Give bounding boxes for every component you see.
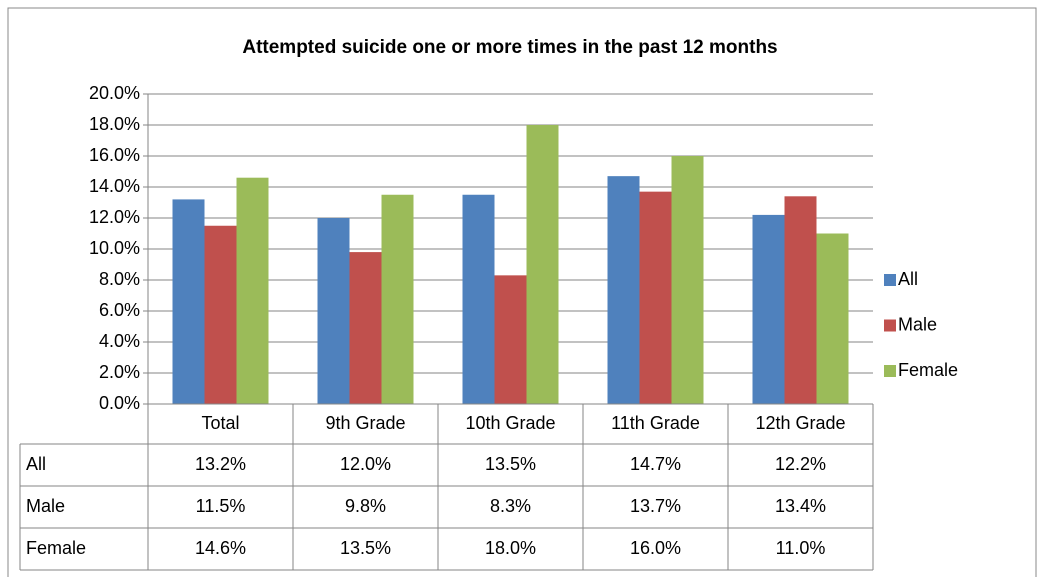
table-cell: 12.2% xyxy=(775,454,826,474)
bar xyxy=(349,252,382,404)
y-tick-label: 14.0% xyxy=(89,176,140,196)
y-tick-label: 16.0% xyxy=(89,145,140,165)
legend-swatch xyxy=(884,319,896,332)
table-row-label: Female xyxy=(26,538,86,558)
y-tick-label: 10.0% xyxy=(89,238,140,258)
table-cell: 14.6% xyxy=(195,538,246,558)
y-tick-label: 12.0% xyxy=(89,207,140,227)
bar xyxy=(526,125,559,404)
table-cell: 18.0% xyxy=(485,538,536,558)
legend-label: Male xyxy=(898,314,937,334)
table-row-label: All xyxy=(26,454,46,474)
legend-label: Female xyxy=(898,360,958,380)
table-cell: 11.5% xyxy=(196,496,246,516)
bar xyxy=(494,275,527,404)
table-cell: 13.5% xyxy=(485,454,536,474)
x-tick-label: 11th Grade xyxy=(611,413,700,433)
legend-label: All xyxy=(898,269,918,289)
bar xyxy=(204,225,237,404)
x-tick-label: 9th Grade xyxy=(325,413,405,433)
x-tick-label: 10th Grade xyxy=(465,413,555,433)
table-cell: 13.4% xyxy=(775,496,826,516)
table-row-label: Male xyxy=(26,496,65,516)
table-cell: 9.8% xyxy=(345,496,386,516)
x-tick-label: Total xyxy=(201,413,239,433)
y-tick-label: 20.0% xyxy=(89,83,140,103)
y-tick-label: 0.0% xyxy=(99,393,140,413)
table-cell: 8.3% xyxy=(490,496,531,516)
y-tick-label: 4.0% xyxy=(99,331,140,351)
bar xyxy=(607,176,640,404)
bar xyxy=(784,196,817,404)
y-tick-label: 2.0% xyxy=(99,362,140,382)
bar xyxy=(462,194,495,404)
chart-title: Attempted suicide one or more times in t… xyxy=(242,37,777,58)
bar xyxy=(236,177,269,404)
y-tick-label: 18.0% xyxy=(89,114,140,134)
table-cell: 14.7% xyxy=(630,454,681,474)
table-cell: 13.7% xyxy=(630,496,681,516)
y-tick-label: 6.0% xyxy=(99,300,140,320)
bar xyxy=(381,194,414,404)
bar xyxy=(317,218,350,404)
x-tick-label: 12th Grade xyxy=(755,413,845,433)
bar xyxy=(639,191,672,404)
table-cell: 11.0% xyxy=(776,538,826,558)
legend-swatch xyxy=(884,365,896,377)
bar xyxy=(816,233,849,404)
chart-border xyxy=(7,7,1037,577)
bar xyxy=(172,199,205,404)
table-cell: 12.0% xyxy=(340,454,391,474)
legend-swatch xyxy=(884,274,896,286)
table-cell: 16.0% xyxy=(630,538,681,558)
table-cell: 13.2% xyxy=(195,454,246,474)
y-tick-label: 8.0% xyxy=(99,269,140,289)
bar xyxy=(671,156,704,404)
bar xyxy=(752,214,785,404)
table-cell: 13.5% xyxy=(340,538,391,558)
